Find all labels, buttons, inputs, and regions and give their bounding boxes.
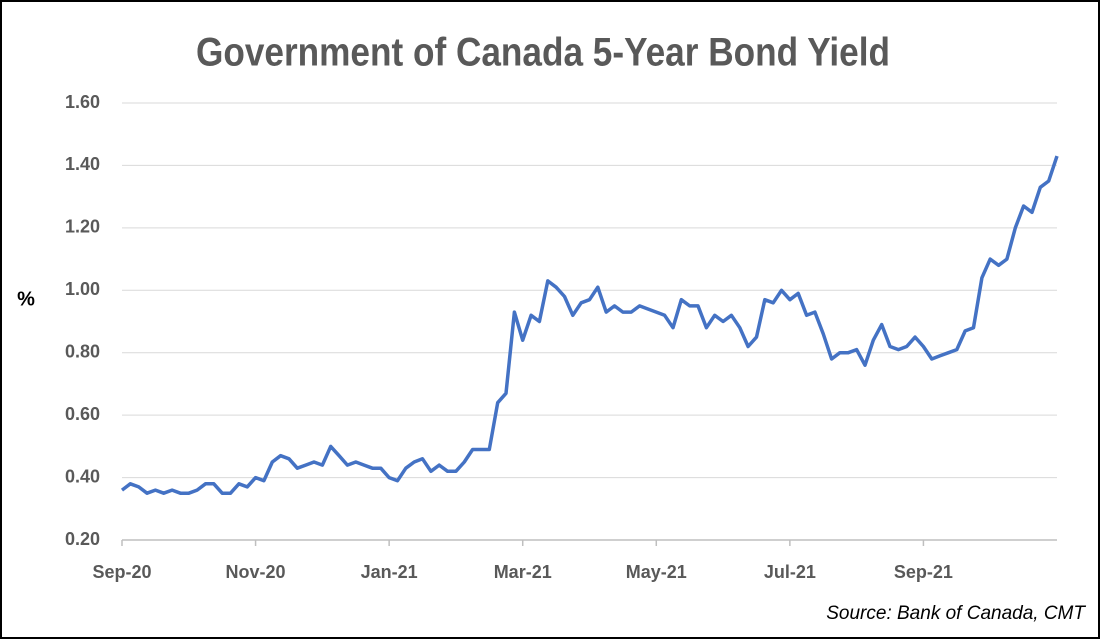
- y-tick-label: 0.60: [65, 404, 100, 424]
- x-tick-label: Mar-21: [494, 562, 552, 582]
- y-tick-label: 1.40: [65, 154, 100, 174]
- x-tick-label: Jul-21: [764, 562, 816, 582]
- y-tick-label: 1.60: [65, 92, 100, 112]
- x-tick-label: Sep-21: [894, 562, 953, 582]
- y-tick-label: 0.40: [65, 466, 100, 486]
- x-tick-label: Sep-20: [92, 562, 151, 582]
- y-tick-label: 1.00: [65, 279, 100, 299]
- x-tick-label: Nov-20: [226, 562, 286, 582]
- x-tick-label: Jan-21: [361, 562, 418, 582]
- y-axis-label: %: [17, 288, 35, 310]
- x-tick-label: May-21: [626, 562, 687, 582]
- y-tick-label: 0.80: [65, 341, 100, 361]
- y-tick-label: 0.20: [65, 529, 100, 549]
- data-line: [120, 155, 1059, 495]
- source-note: Source: Bank of Canada, CMT: [826, 603, 1086, 624]
- y-tick-label: 1.20: [65, 217, 100, 237]
- chart-title: Government of Canada 5-Year Bond Yield: [196, 29, 890, 74]
